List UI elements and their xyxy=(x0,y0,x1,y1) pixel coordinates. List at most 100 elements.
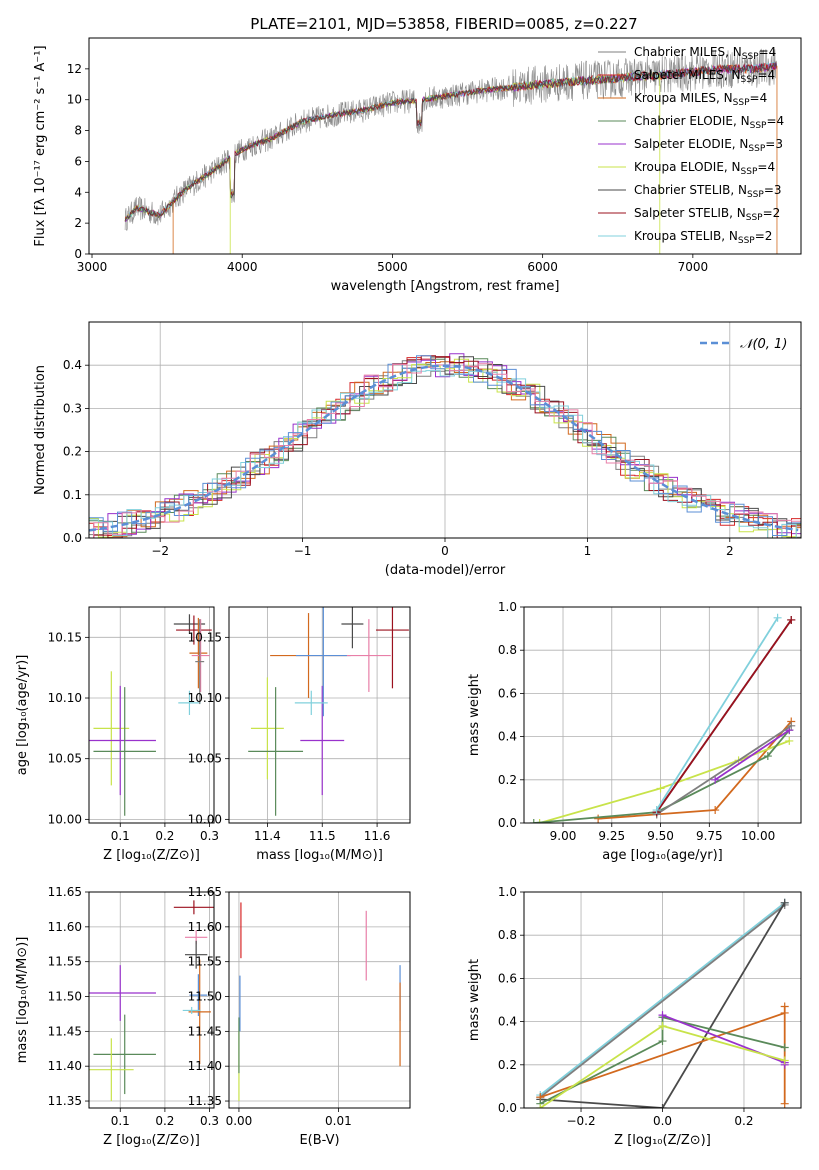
series-marker-darkred xyxy=(787,615,796,624)
x-axis-label: Z [log₁₀(Z/Z⊙)] xyxy=(103,848,200,863)
legend-entry-name: Chabrier MILES, N xyxy=(634,45,742,59)
y-axis-label: mass weight xyxy=(467,674,482,756)
series-marker-cyan xyxy=(652,806,661,815)
plot-area xyxy=(248,607,409,816)
series-line-green xyxy=(533,729,790,823)
legend-entry-label: Chabrier MILES, NSSP=4 xyxy=(634,45,776,62)
y-tick-label: 0.3 xyxy=(63,401,82,415)
normal-distribution-curve xyxy=(89,364,799,532)
spectrum-panel: 3000 4000 5000 6000 7000 0 2 4 6 8 10 12 wavelength … xyxy=(33,37,802,294)
histogram-cyan xyxy=(89,370,801,538)
y-tick-label: 11.60 xyxy=(188,920,222,934)
plot-area xyxy=(89,614,212,816)
series-marker-purple xyxy=(711,775,720,784)
mass-weight-vs-z-panel: −0.2 0.0 0.2 0.0 0.2 0.4 0.6 0.8 1.0 Z [log₁₀(Z/Z… xyxy=(467,885,802,1148)
y-tick-label: 12 xyxy=(67,62,82,76)
y-tick-label: 0.2 xyxy=(63,445,82,459)
series-marker-purple xyxy=(658,1011,667,1020)
series-line-dark xyxy=(540,902,786,1108)
series-line-purple xyxy=(714,729,790,781)
series-marker-yellow xyxy=(535,819,544,823)
histogram-blue xyxy=(89,355,801,538)
y-tick-label: 0.0 xyxy=(498,1101,517,1115)
x-axis-label: E(B-V) xyxy=(299,1133,339,1148)
x-tick-label: 9.75 xyxy=(696,829,723,843)
x-tick-label: 0 xyxy=(441,544,449,558)
legend-entry-count: =4 xyxy=(750,91,768,105)
x-tick-label: 0.00 xyxy=(226,1114,253,1128)
mass-vs-ebv-panel: 0.00 0.01 11.35 11.40 11.45 11.50 11.55 11.60 11… xyxy=(188,885,411,1148)
y-axis-label: mass weight xyxy=(467,959,482,1041)
y-tick-label: 0.4 xyxy=(498,1015,517,1029)
legend-entry-subscript: SSP xyxy=(741,167,758,177)
series-marker-yellow xyxy=(780,1056,789,1065)
legend-entry-label: Chabrier ELODIE, NSSP=4 xyxy=(634,114,784,131)
legend-entry-name: Salpeter MILES, N xyxy=(634,68,741,82)
plot-area xyxy=(124,48,778,254)
y-tick-label: 4 xyxy=(74,185,82,199)
x-tick-label: 0.01 xyxy=(325,1114,352,1128)
y-tick-label: 10.00 xyxy=(48,812,82,826)
series-marker-orange xyxy=(780,1002,789,1011)
x-tick-label: 0.1 xyxy=(111,1114,130,1128)
legend-entry-subscript: SSP xyxy=(741,75,758,85)
y-tick-label: 11.45 xyxy=(48,1024,82,1038)
spectrum-title: PLATE=2101, MJD=53858, FIBERID=0085, z=0… xyxy=(250,15,637,33)
plot-area xyxy=(89,353,801,538)
series-line-darkred xyxy=(655,619,792,813)
legend-entry-count: =4 xyxy=(757,68,775,82)
legend-entry-count: =2 xyxy=(755,229,773,243)
x-tick-label: 6000 xyxy=(527,260,558,274)
x-tick-label: 10.00 xyxy=(741,829,775,843)
legend-entry-subscript: SSP xyxy=(747,190,764,200)
legend-entry-name: Chabrier STELIB, N xyxy=(634,183,747,197)
series-line-gray xyxy=(656,725,792,816)
x-tick-label: 1 xyxy=(584,544,592,558)
y-tick-label: 0.6 xyxy=(498,686,517,700)
x-axis-label: Z [log₁₀(Z/Z⊙)] xyxy=(103,1133,200,1148)
series-marker-green xyxy=(780,1043,789,1052)
legend-normal-curve-label: 𝒩(0, 1) xyxy=(740,337,787,352)
legend-entry-count: =2 xyxy=(763,206,781,220)
y-tick-label: 6 xyxy=(74,154,82,168)
y-tick-label: 11.65 xyxy=(48,885,82,899)
x-axis-label: mass [log₁₀(M/M⊙)] xyxy=(256,848,383,863)
y-tick-label: 11.50 xyxy=(48,990,82,1004)
plot-area xyxy=(238,902,401,1102)
x-tick-label: 3000 xyxy=(77,260,108,274)
legend-entry-count: =3 xyxy=(765,137,783,151)
y-tick-label: 2 xyxy=(74,216,82,230)
x-tick-label: 0.2 xyxy=(155,1114,174,1128)
y-tick-label: 11.60 xyxy=(48,920,82,934)
x-tick-label: 0.2 xyxy=(155,829,174,843)
legend-entry-label: Kroupa ELODIE, NSSP=4 xyxy=(634,160,775,177)
x-axis-label: (data-model)/error xyxy=(385,563,506,578)
y-tick-label: 0.0 xyxy=(498,816,517,830)
plot-area xyxy=(89,900,214,1102)
y-tick-label: 0.0 xyxy=(63,531,82,545)
axes-frame xyxy=(88,37,802,255)
y-tick-label: 10.15 xyxy=(188,630,222,644)
x-tick-label: 0.3 xyxy=(200,829,219,843)
series-marker-yellow xyxy=(536,1104,545,1108)
legend-entry-subscript: SSP xyxy=(746,213,763,223)
legend-entry-label: Salpeter ELODIE, NSSP=3 xyxy=(634,137,783,154)
plot-area xyxy=(529,613,796,823)
y-tick-label: 10.00 xyxy=(188,812,222,826)
legend-entry-count: =3 xyxy=(764,183,782,197)
mass-vs-z-panel: 0.1 0.2 0.3 11.35 11.40 11.45 11.50 11.55 11.60 1… xyxy=(15,885,219,1148)
axes-frame xyxy=(88,891,215,1109)
y-tick-label: 10.10 xyxy=(48,691,82,705)
y-tick-label: 11.40 xyxy=(48,1059,82,1073)
y-axis-label: age [log₁₀(age/yr)] xyxy=(15,655,30,776)
x-tick-label: 5000 xyxy=(377,260,408,274)
y-tick-label: 0 xyxy=(74,247,82,261)
y-tick-label: 10.15 xyxy=(48,630,82,644)
x-tick-label: 9.50 xyxy=(647,829,674,843)
series-marker-dark xyxy=(658,1104,667,1108)
x-tick-label: 11.5 xyxy=(309,829,336,843)
legend-entry-label: Salpeter MILES, NSSP=4 xyxy=(634,68,775,85)
series-marker-yellow xyxy=(785,736,794,745)
y-tick-label: 11.65 xyxy=(188,885,222,899)
series-marker-green xyxy=(658,1037,667,1046)
